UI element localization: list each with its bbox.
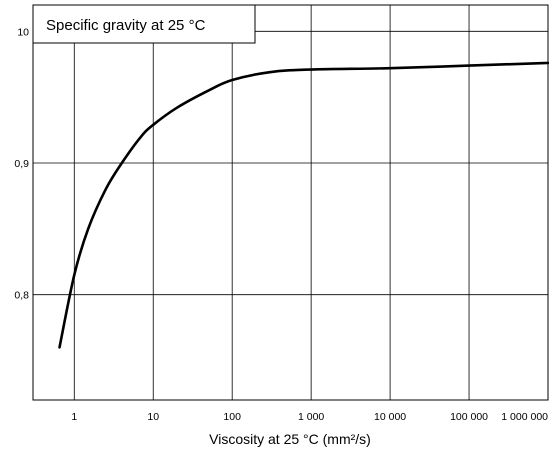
x-tick-label: 10 (147, 411, 159, 423)
title-box-border (32, 4, 256, 44)
x-tick-label: 100 (223, 411, 241, 423)
x-tick-labels: 1 10 100 1 000 10 000 100 000 1 000 000 (71, 411, 548, 423)
y-tick-label: 10 (17, 26, 29, 38)
plot-frame (32, 4, 549, 401)
x-tick-label: 1 (71, 411, 77, 423)
series-line (58, 61, 549, 349)
y-tick-label: 0,9 (14, 158, 29, 170)
x-tick-label: 10 000 (374, 411, 406, 423)
x-tick-label: 100 000 (450, 411, 488, 423)
chart-title: Specific gravity at 25 °C (46, 17, 206, 34)
y-tick-labels: 0,8 0,9 10 (14, 26, 29, 301)
x-axis-label: Viscosity at 25 °C (mm²/s) (209, 431, 371, 447)
y-tick-label: 0,8 (14, 290, 29, 302)
x-tick-label: 1 000 000 (501, 411, 548, 423)
title-box: Specific gravity at 25 °C (32, 4, 256, 44)
x-tick-label: 1 000 (298, 411, 324, 423)
